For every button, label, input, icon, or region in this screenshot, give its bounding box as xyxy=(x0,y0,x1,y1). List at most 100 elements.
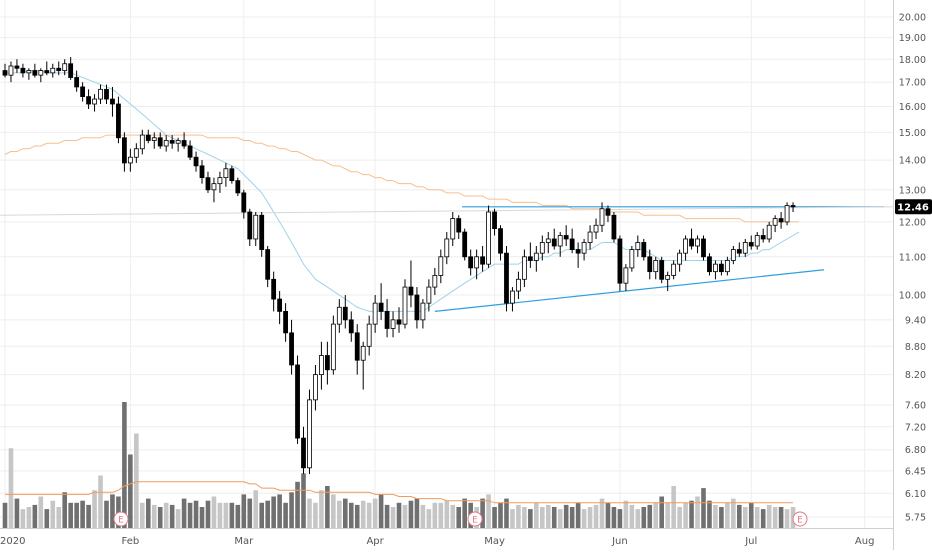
last-price-label: 12.46 xyxy=(895,199,932,215)
volume-bar xyxy=(402,504,408,528)
candle-body xyxy=(187,145,193,158)
candle xyxy=(366,315,372,356)
candle xyxy=(378,283,384,320)
volume-bar xyxy=(283,502,288,528)
volume-bar xyxy=(163,502,169,528)
candle xyxy=(545,232,551,254)
candle-body xyxy=(104,88,109,100)
price-tick-label: 20.00 xyxy=(899,13,926,24)
volume-bar xyxy=(44,509,50,528)
price-tick-label: 6.80 xyxy=(905,445,926,456)
volume-bar xyxy=(575,502,581,528)
candle xyxy=(80,82,86,102)
volume-bar xyxy=(390,507,396,528)
volume-bar xyxy=(587,507,593,528)
candle-body xyxy=(760,235,766,240)
volume-bar xyxy=(319,490,324,528)
volume-bar xyxy=(372,498,378,528)
candle-body xyxy=(259,214,265,250)
candle xyxy=(330,315,336,375)
candle-body xyxy=(366,323,372,347)
candle xyxy=(181,132,187,149)
candle-body xyxy=(724,260,730,273)
candle-body xyxy=(336,306,342,325)
candle-body xyxy=(390,319,396,329)
candle xyxy=(205,171,211,193)
candle-body xyxy=(474,256,480,269)
candle-body xyxy=(492,211,497,230)
volume-bar xyxy=(325,486,330,528)
candle-body xyxy=(354,332,360,361)
candle-body xyxy=(44,70,50,74)
candle xyxy=(402,279,408,329)
volume-bars xyxy=(2,402,796,528)
candle-body xyxy=(360,345,366,361)
candle-body xyxy=(456,218,462,233)
candle xyxy=(707,253,712,276)
candle xyxy=(145,129,151,144)
volume-bar xyxy=(671,486,676,528)
candle xyxy=(354,324,360,375)
candle-body xyxy=(92,98,97,105)
volume-bar xyxy=(689,500,694,528)
earnings-marker-circle xyxy=(113,511,129,527)
volume-bar xyxy=(223,502,229,528)
candle-body xyxy=(295,364,300,439)
volume-bar xyxy=(145,498,151,528)
candle-body xyxy=(504,252,509,304)
candle xyxy=(784,202,790,226)
candle xyxy=(295,355,300,444)
candle xyxy=(719,260,724,276)
candle xyxy=(754,232,760,250)
candle-body xyxy=(193,156,199,167)
price-tick-label: 7.20 xyxy=(905,422,926,433)
candle-body xyxy=(265,249,271,280)
candle xyxy=(193,151,199,172)
volume-bar xyxy=(169,504,175,528)
candle-body xyxy=(86,96,91,105)
volume-bar xyxy=(492,507,497,528)
price-tick-label: 16.00 xyxy=(899,102,926,113)
volume-bar xyxy=(545,504,551,528)
candle xyxy=(122,132,127,172)
candle-body xyxy=(80,86,86,98)
candle-body xyxy=(701,238,706,258)
candle-body xyxy=(313,374,318,401)
candle-body xyxy=(480,256,486,265)
candle-body xyxy=(790,205,796,208)
volume-bar xyxy=(450,504,456,528)
candle xyxy=(289,319,294,375)
candle xyxy=(414,287,420,329)
candle-body xyxy=(211,183,217,191)
candle xyxy=(438,249,444,284)
volume-bar xyxy=(384,504,390,528)
candle xyxy=(778,211,784,229)
volume-bar xyxy=(366,502,372,528)
volume-bar xyxy=(301,473,306,528)
volume-bar xyxy=(313,502,318,528)
candle-body xyxy=(593,224,599,233)
candle-body xyxy=(253,214,259,240)
candle-body xyxy=(319,355,324,376)
candle-body xyxy=(384,311,390,329)
candle xyxy=(629,246,635,272)
candle xyxy=(671,260,677,280)
volume-bar xyxy=(737,504,742,528)
candle-body xyxy=(539,242,545,254)
candle xyxy=(760,228,766,243)
candle xyxy=(647,249,653,280)
candle-body xyxy=(635,242,641,250)
candle-body xyxy=(707,256,712,273)
candle xyxy=(665,271,671,292)
volume-bar xyxy=(748,502,754,528)
time-axis: 2020FebMarAprMayJunJulAugSep xyxy=(0,536,874,547)
price-tick-label: 6.10 xyxy=(905,489,926,500)
ma-fast-line xyxy=(5,70,800,312)
volume-bar xyxy=(2,502,8,528)
candle xyxy=(521,249,527,288)
candle xyxy=(736,242,742,257)
candle-body xyxy=(14,65,20,69)
candle xyxy=(468,249,474,276)
candle xyxy=(766,221,772,243)
